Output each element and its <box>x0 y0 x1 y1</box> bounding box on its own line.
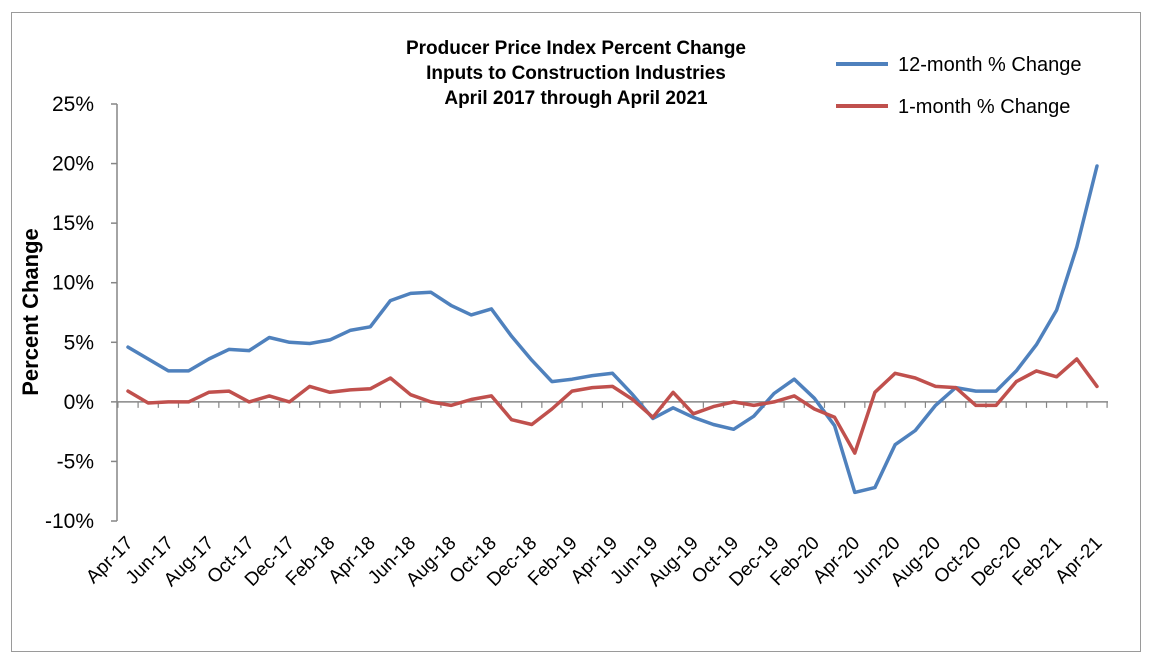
y-tick-label: 10% <box>52 272 94 295</box>
series-lines <box>126 164 1099 495</box>
chart-title: Producer Price Index Percent Change Inpu… <box>406 38 746 109</box>
y-axis-label: Percent Change <box>18 228 43 396</box>
y-tick-label: 0% <box>64 391 94 414</box>
chart-title-line-1: Producer Price Index Percent Change <box>406 38 746 59</box>
chart-title-line-3: April 2017 through April 2021 <box>444 88 708 109</box>
y-tick-label: 20% <box>52 153 94 176</box>
legend-label-12-month: 12-month % Change <box>898 54 1081 76</box>
y-tick-label: -10% <box>45 510 94 533</box>
legend: 12-month % Change 1-month % Change <box>836 54 1081 118</box>
series-line-1-month <box>126 357 1099 455</box>
y-tick-label: 5% <box>64 331 94 354</box>
chart-frame <box>11 12 1141 652</box>
y-axis-ticks: 25% 20% 15% 10% 5% 0% -5% -10% <box>45 93 117 533</box>
axes <box>116 104 1108 521</box>
legend-label-1-month: 1-month % Change <box>898 96 1070 118</box>
y-tick-label: 25% <box>52 93 94 116</box>
x-axis-ticks: Apr-17Jun-17Aug-17Oct-17Dec-17Feb-18Apr-… <box>82 401 1108 591</box>
series-line-12-month <box>126 164 1099 495</box>
y-tick-label: -5% <box>57 450 94 473</box>
chart-title-line-2: Inputs to Construction Industries <box>426 63 726 84</box>
x-tick-label: Apr-21 <box>1051 533 1106 588</box>
y-tick-label: 15% <box>52 212 94 235</box>
